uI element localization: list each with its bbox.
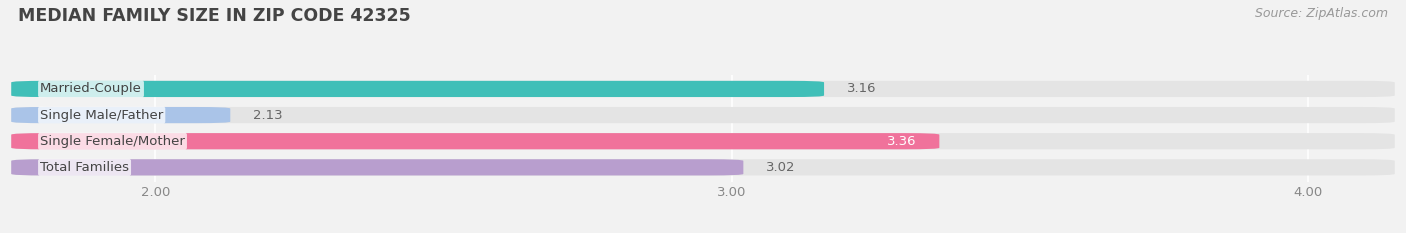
Text: Married-Couple: Married-Couple (41, 82, 142, 96)
Text: Single Female/Mother: Single Female/Mother (41, 135, 186, 148)
Text: 3.16: 3.16 (846, 82, 876, 96)
FancyBboxPatch shape (11, 159, 1395, 175)
Text: 3.36: 3.36 (887, 135, 917, 148)
FancyBboxPatch shape (11, 133, 939, 149)
Text: Source: ZipAtlas.com: Source: ZipAtlas.com (1254, 7, 1388, 20)
FancyBboxPatch shape (11, 107, 231, 123)
FancyBboxPatch shape (11, 81, 824, 97)
Text: Total Families: Total Families (41, 161, 129, 174)
Text: Single Male/Father: Single Male/Father (41, 109, 163, 122)
FancyBboxPatch shape (11, 81, 1395, 97)
FancyBboxPatch shape (11, 159, 744, 175)
Text: 3.02: 3.02 (766, 161, 796, 174)
FancyBboxPatch shape (11, 107, 1395, 123)
Text: 2.13: 2.13 (253, 109, 283, 122)
FancyBboxPatch shape (11, 133, 1395, 149)
Text: MEDIAN FAMILY SIZE IN ZIP CODE 42325: MEDIAN FAMILY SIZE IN ZIP CODE 42325 (18, 7, 411, 25)
